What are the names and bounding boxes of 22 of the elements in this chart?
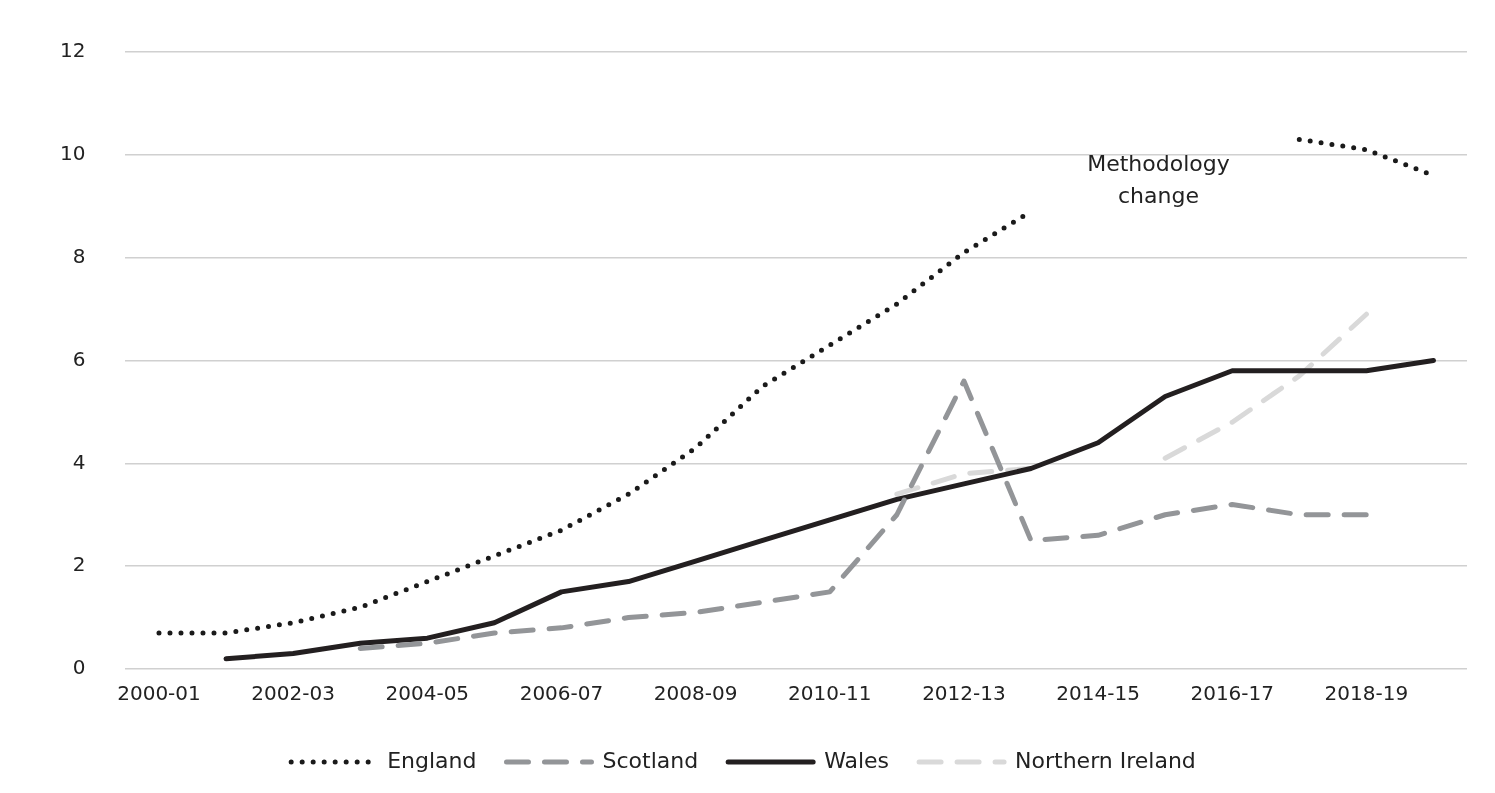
y-tick-label: 12 — [60, 38, 86, 63]
x-tick-label: 2000-01 — [117, 681, 201, 706]
legend-label: England — [387, 747, 477, 773]
y-tick-label: 6 — [72, 346, 86, 371]
x-tick-label: 2010-11 — [787, 681, 872, 706]
y-tick-label: 2 — [72, 552, 86, 577]
x-tick-label: 2006-07 — [519, 681, 604, 706]
annotation: Methodology change — [1087, 151, 1230, 209]
legend-label: Scotland — [602, 747, 699, 773]
y-tick-label: 0 — [72, 655, 86, 680]
x-tick-label: 2008-09 — [653, 681, 738, 706]
legend-label: Northern Ireland — [1015, 747, 1196, 773]
y-tick-label: 4 — [72, 449, 86, 474]
x-tick-label: 2012-13 — [922, 681, 1006, 706]
x-tick-label: 2002-03 — [251, 681, 335, 706]
x-tick-label: 2016-17 — [1190, 681, 1275, 706]
y-tick-label: 8 — [72, 243, 86, 268]
x-tick-label: 2004-05 — [385, 681, 470, 706]
x-tick-label: 2018-19 — [1324, 681, 1409, 706]
legend-label: Wales — [824, 747, 890, 773]
y-tick-label: 10 — [60, 141, 86, 166]
x-tick-label: 2014-15 — [1056, 681, 1140, 706]
